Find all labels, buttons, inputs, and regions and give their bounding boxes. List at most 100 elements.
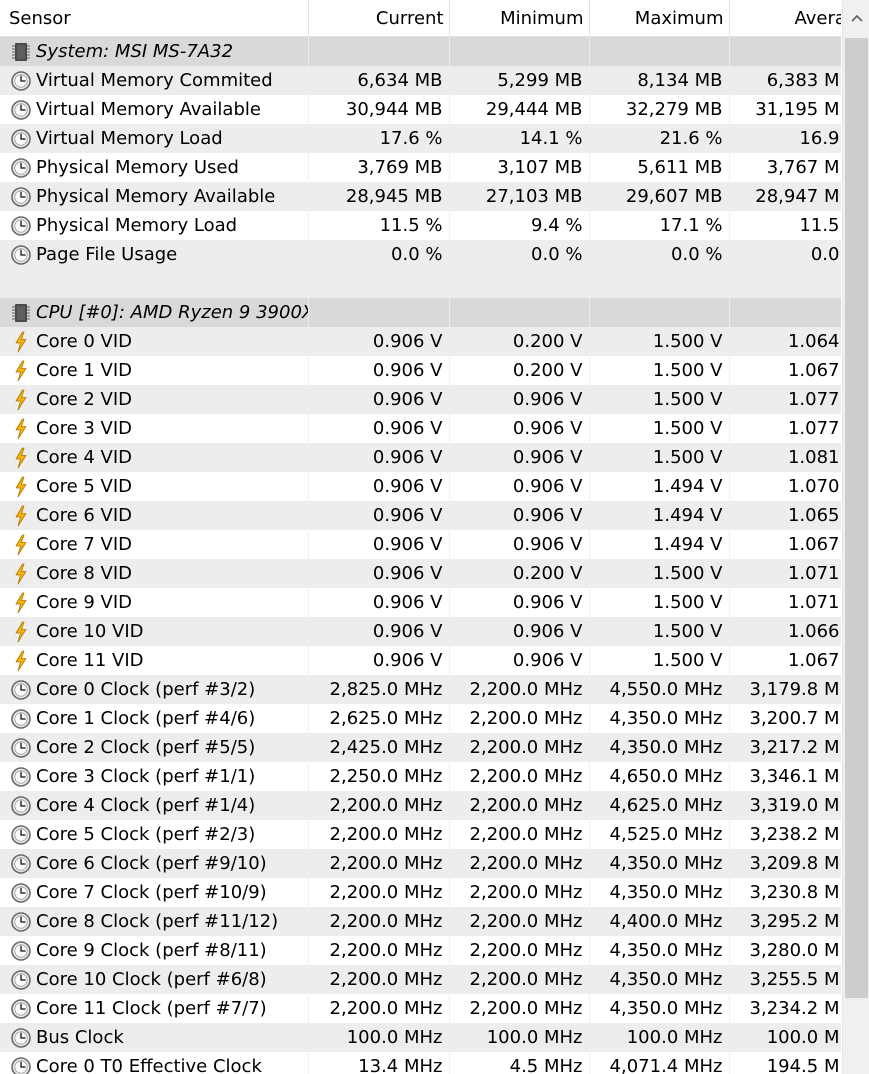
column-header-minimum[interactable]: Minimum <box>449 0 590 37</box>
current-value: 0.906 V <box>308 356 450 385</box>
sensor-row[interactable]: Virtual Memory Commited 6,634 MB 5,299 MB 8… <box>0 66 841 95</box>
sensor-label: Core 5 Clock (perf #2/3) <box>36 824 256 845</box>
sensor-row[interactable]: Core 0 Clock (perf #3/2) 2,825.0 MHz 2,200… <box>0 675 841 704</box>
average-cell: 3,209.8 M <box>729 849 841 878</box>
sensor-row[interactable]: Core 3 VID 0.906 V 0.906 V 1.500 V 1.077 <box>0 414 841 443</box>
sensor-row[interactable]: Physical Memory Load 11.5 % 9.4 % 17.1 % 11.… <box>0 211 841 240</box>
average-cell: 1.064 <box>729 327 841 356</box>
sensor-row[interactable]: Core 5 VID 0.906 V 0.906 V 1.494 V 1.070 <box>0 472 841 501</box>
sensor-name-cell: Core 0 Clock (perf #3/2) <box>0 675 309 704</box>
average-value: 3,209.8 M <box>749 853 840 874</box>
sensor-row[interactable]: Core 3 Clock (perf #1/1) 2,250.0 MHz 2,200… <box>0 762 841 791</box>
minimum-value: 3,107 MB <box>449 153 590 182</box>
sensor-row[interactable]: Core 10 VID 0.906 V 0.906 V 1.500 V 1.066 <box>0 617 841 646</box>
sensor-row[interactable]: Core 0 T0 Effective Clock 13.4 MHz 4.5 MHz… <box>0 1052 841 1074</box>
sensor-row[interactable]: Virtual Memory Load 17.6 % 14.1 % 21.6 % 16.… <box>0 124 841 153</box>
average-value: 3,234.2 M <box>749 998 840 1019</box>
sensor-label: Core 11 VID <box>36 650 144 671</box>
sensor-row[interactable]: Core 6 Clock (perf #9/10) 2,200.0 MHz 2,20… <box>0 849 841 878</box>
clock-icon <box>10 737 32 759</box>
sensor-row[interactable]: Core 11 Clock (perf #7/7) 2,200.0 MHz 2,20… <box>0 994 841 1023</box>
average-value: 1.071 <box>787 563 840 584</box>
sensor-name-cell: Bus Clock <box>0 1023 309 1052</box>
sensor-row[interactable]: Core 11 VID 0.906 V 0.906 V 1.500 V 1.067 <box>0 646 841 675</box>
sensor-name-cell: Core 2 Clock (perf #5/5) <box>0 733 309 762</box>
maximum-value: 4,350.0 MHz <box>589 849 730 878</box>
sensor-row[interactable]: Core 1 Clock (perf #4/6) 2,625.0 MHz 2,200… <box>0 704 841 733</box>
sensor-row[interactable]: Core 7 VID 0.906 V 0.906 V 1.494 V 1.067 <box>0 530 841 559</box>
column-header-maximum[interactable]: Maximum <box>589 0 730 37</box>
sensor-name-cell: Virtual Memory Load <box>0 124 309 153</box>
column-header-sensor[interactable]: Sensor <box>0 0 309 37</box>
average-cell: 1.070 <box>729 472 841 501</box>
maximum-value: 4,525.0 MHz <box>589 820 730 849</box>
group-name-cell: System: MSI MS-7A32 <box>0 36 309 66</box>
sensor-label: Core 8 Clock (perf #11/12) <box>36 911 279 932</box>
minimum-value: 0.906 V <box>449 472 590 501</box>
sensor-row[interactable]: Core 4 Clock (perf #1/4) 2,200.0 MHz 2,200… <box>0 791 841 820</box>
maximum-value: 1.500 V <box>589 646 730 675</box>
average-cell: 3,217.2 M <box>729 733 841 762</box>
current-value: 30,944 MB <box>308 95 450 124</box>
average-value: 1.067 <box>787 534 840 555</box>
sensor-label: Core 1 VID <box>36 360 133 381</box>
group-row[interactable]: System: MSI MS-7A32 <box>0 36 841 66</box>
maximum-value: 1.500 V <box>589 356 730 385</box>
sensor-row[interactable]: Core 2 Clock (perf #5/5) 2,425.0 MHz 2,200… <box>0 733 841 762</box>
average-cell: 3,295.2 M <box>729 907 841 936</box>
sensor-name-cell: Core 10 VID <box>0 617 309 646</box>
minimum-value: 2,200.0 MHz <box>449 704 590 733</box>
sensor-row[interactable]: Core 0 VID 0.906 V 0.200 V 1.500 V 1.064 <box>0 327 841 356</box>
maximum-value: 1.500 V <box>589 617 730 646</box>
sensor-row[interactable]: Core 2 VID 0.906 V 0.906 V 1.500 V 1.077 <box>0 385 841 414</box>
sensor-row[interactable]: Physical Memory Available 28,945 MB 27,103… <box>0 182 841 211</box>
column-header-average[interactable]: Avera <box>729 0 841 37</box>
sensor-grid[interactable]: Sensor Current Minimum Maximum Avera Sys… <box>0 0 841 1074</box>
sensor-row[interactable]: Core 6 VID 0.906 V 0.906 V 1.494 V 1.065 <box>0 501 841 530</box>
minimum-value: 4.5 MHz <box>449 1052 590 1074</box>
average-value: 100.0 M <box>766 1027 840 1048</box>
sensor-row[interactable]: Core 1 VID 0.906 V 0.200 V 1.500 V 1.067 <box>0 356 841 385</box>
sensor-row[interactable]: Virtual Memory Available 30,944 MB 29,444 … <box>0 95 841 124</box>
minimum-value: 2,200.0 MHz <box>449 791 590 820</box>
sensor-name-cell: Core 7 VID <box>0 530 309 559</box>
sensor-name-cell: Core 4 Clock (perf #1/4) <box>0 791 309 820</box>
minimum-value: 0.200 V <box>449 327 590 356</box>
chip-icon <box>10 302 32 324</box>
column-header-current[interactable]: Current <box>308 0 450 37</box>
sensor-row[interactable]: Core 10 Clock (perf #6/8) 2,200.0 MHz 2,20… <box>0 965 841 994</box>
average-value: 11.5 <box>799 215 840 236</box>
sensor-row[interactable]: Core 9 Clock (perf #8/11) 2,200.0 MHz 2,20… <box>0 936 841 965</box>
lightning-bolt-icon <box>10 389 32 411</box>
sensor-label: Core 9 VID <box>36 592 133 613</box>
average-value: 3,238.2 M <box>749 824 840 845</box>
clock-icon <box>10 853 32 875</box>
sensor-row[interactable]: Core 5 Clock (perf #2/3) 2,200.0 MHz 2,200… <box>0 820 841 849</box>
current-value: 28,945 MB <box>308 182 450 211</box>
minimum-value: 2,200.0 MHz <box>449 907 590 936</box>
average-value: 0.0 <box>810 244 840 265</box>
sensor-row[interactable]: Bus Clock 100.0 MHz 100.0 MHz 100.0 MHz 100.… <box>0 1023 841 1052</box>
vertical-scrollbar[interactable] <box>842 0 869 1074</box>
sensor-name-cell: Core 4 VID <box>0 443 309 472</box>
sensor-row[interactable]: Core 8 Clock (perf #11/12) 2,200.0 MHz 2,2… <box>0 907 841 936</box>
average-value: 1.067 <box>787 360 840 381</box>
sensor-label: Bus Clock <box>36 1027 124 1048</box>
group-row[interactable]: CPU [#0]: AMD Ryzen 9 3900X <box>0 298 841 327</box>
sensor-row[interactable]: Core 9 VID 0.906 V 0.906 V 1.500 V 1.071 <box>0 588 841 617</box>
average-cell: 6,383 M <box>729 66 841 95</box>
chevron-up-icon[interactable] <box>843 0 869 36</box>
sensor-row[interactable]: Page File Usage 0.0 % 0.0 % 0.0 % 0.0 <box>0 240 841 269</box>
lightning-bolt-icon <box>10 476 32 498</box>
minimum-value: 2,200.0 MHz <box>449 878 590 907</box>
sensor-row[interactable]: Physical Memory Used 3,769 MB 3,107 MB 5,61… <box>0 153 841 182</box>
minimum-value: 0.200 V <box>449 356 590 385</box>
scrollbar-thumb[interactable] <box>845 38 868 998</box>
minimum-value: 0.906 V <box>449 617 590 646</box>
lightning-bolt-icon <box>10 360 32 382</box>
sensor-row[interactable]: Core 7 Clock (perf #10/9) 2,200.0 MHz 2,20… <box>0 878 841 907</box>
sensor-row[interactable]: Core 4 VID 0.906 V 0.906 V 1.500 V 1.081 <box>0 443 841 472</box>
header-row: Sensor Current Minimum Maximum Avera <box>0 0 841 37</box>
sensor-row[interactable]: Core 8 VID 0.906 V 0.200 V 1.500 V 1.071 <box>0 559 841 588</box>
maximum-value: 1.494 V <box>589 472 730 501</box>
